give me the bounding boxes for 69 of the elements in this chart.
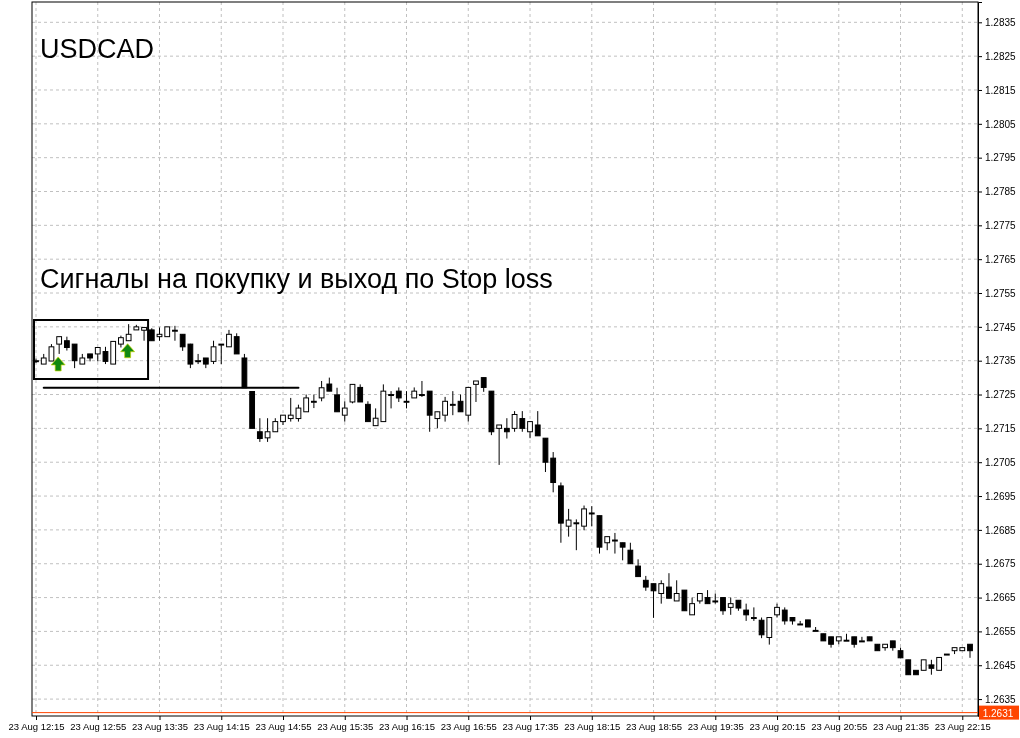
y-tick-label: 1.2655	[985, 626, 1017, 638]
candlestick	[882, 643, 888, 652]
candlestick	[588, 505, 595, 527]
y-tick-label: 1.2685	[985, 524, 1017, 536]
candlestick	[442, 396, 448, 423]
candlestick	[233, 332, 240, 355]
x-tick-label: 23 Aug 12:15	[8, 720, 65, 732]
y-tick-label: 1.2745	[985, 321, 1017, 333]
candlestick	[365, 400, 371, 423]
text: USDCAD	[40, 34, 155, 64]
x-tick-label: 23 Aug 18:55	[626, 720, 683, 732]
y-tick-label: 1.2835	[985, 17, 1017, 28]
x-tick-label: 23 Aug 14:15	[193, 720, 250, 732]
ref-line-label: 1.2631	[982, 707, 1014, 719]
candlestick	[141, 326, 147, 342]
candlestick	[627, 542, 634, 565]
annotation: Сигналы на покупку и выход по Stop loss	[40, 264, 553, 294]
candlestick	[812, 626, 819, 632]
candlestick	[388, 390, 394, 409]
x-tick-label: 23 Aug 12:55	[70, 720, 127, 732]
x-tick-label: 23 Aug 16:55	[440, 720, 497, 732]
candlestick	[750, 606, 757, 622]
y-tick-label: 1.2675	[985, 558, 1017, 570]
y-tick-label: 1.2715	[985, 423, 1017, 435]
x-tick-label: 23 Aug 21:35	[873, 720, 930, 732]
y-tick-label: 1.2635	[985, 693, 1017, 705]
x-tick-label: 23 Aug 17:35	[502, 720, 559, 732]
x-tick-label: 23 Aug 20:55	[811, 720, 868, 732]
y-tick-label: 1.2785	[985, 186, 1017, 198]
candlestick	[743, 603, 750, 622]
x-tick-label: 23 Aug 15:35	[317, 720, 374, 732]
x-tick-label: 23 Aug 22:15	[934, 720, 991, 732]
candlestick	[256, 417, 263, 443]
candlestick	[581, 505, 587, 531]
y-tick-label: 1.2775	[985, 220, 1017, 232]
candlestick	[859, 636, 865, 643]
x-tick-label: 23 Aug 18:15	[564, 720, 621, 732]
candlestick	[310, 394, 317, 409]
y-tick-label: 1.2665	[985, 592, 1017, 604]
candlestick	[334, 387, 340, 413]
y-tick-label: 1.2805	[985, 118, 1017, 130]
y-tick-label: 1.2705	[985, 456, 1017, 468]
y-tick-label: 1.2695	[985, 490, 1017, 502]
candlestick	[419, 380, 425, 398]
candlestick	[666, 572, 672, 599]
x-tick-label: 23 Aug 13:35	[132, 720, 188, 732]
y-tick-label: 1.2725	[985, 389, 1017, 401]
y-tick-label: 1.2795	[985, 152, 1017, 164]
y-tick-label: 1.2755	[985, 287, 1017, 299]
y-tick-label: 1.2825	[985, 50, 1017, 62]
candlestick	[503, 417, 510, 440]
candlestick	[195, 353, 201, 365]
x-tick-label: 23 Aug 16:15	[379, 720, 436, 732]
candlestick	[341, 400, 348, 423]
x-tick-label: 23 Aug 20:15	[749, 720, 806, 732]
candlestick	[612, 532, 618, 555]
candlestick	[218, 343, 225, 365]
x-tick-label: 23 Aug 14:55	[255, 720, 312, 732]
y-tick-label: 1.2735	[985, 355, 1017, 367]
candlestick	[473, 380, 479, 403]
candlestick	[967, 643, 973, 659]
candlestick	[172, 325, 178, 342]
x-tick-label: 23 Aug 19:35	[687, 720, 744, 732]
y-tick-label: 1.2765	[985, 253, 1017, 265]
candlestick	[534, 410, 541, 437]
candlestick	[449, 390, 456, 416]
y-tick-label: 1.2645	[985, 659, 1017, 671]
candlestick	[496, 424, 503, 466]
y-tick-label: 1.2815	[985, 84, 1017, 96]
